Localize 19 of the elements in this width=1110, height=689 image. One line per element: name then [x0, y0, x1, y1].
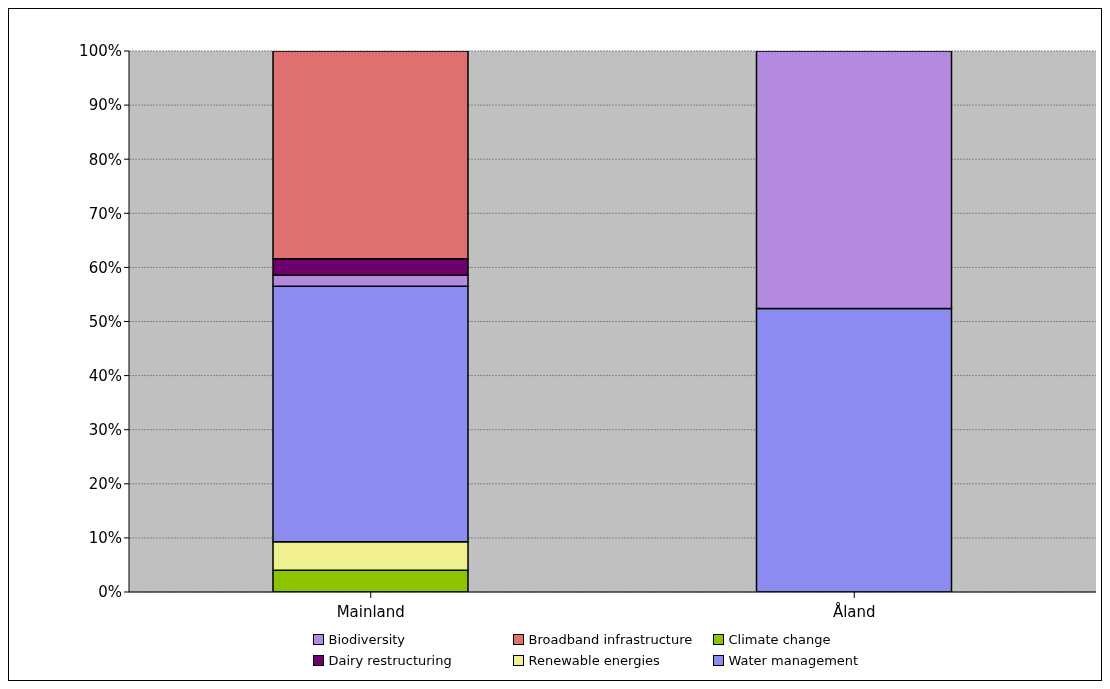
y-tick-label: 90%: [88, 96, 122, 115]
x-tick-label: Mainland: [336, 602, 405, 621]
legend-label: Climate change: [728, 632, 831, 647]
y-tick-label: 30%: [88, 421, 122, 440]
y-tick-label: 60%: [88, 258, 122, 277]
x-tick-label: Åland: [832, 601, 876, 621]
y-tick-label: 10%: [88, 529, 122, 548]
legend-label: Broadband infrastructure: [528, 632, 693, 647]
legend-label: Dairy restructuring: [328, 653, 452, 668]
y-tick-label: 0%: [98, 583, 122, 602]
y-tick-label: 50%: [88, 312, 122, 331]
y-tick-label: 100%: [79, 42, 122, 61]
legend-label: Renewable energies: [528, 653, 660, 668]
y-tick-label: 70%: [88, 204, 122, 223]
legend-label: Biodiversity: [328, 632, 406, 647]
y-tick-label: 40%: [88, 366, 122, 385]
legend-label: Water management: [728, 653, 859, 668]
y-tick-label: 20%: [88, 475, 122, 494]
y-tick-label: 80%: [88, 150, 122, 169]
